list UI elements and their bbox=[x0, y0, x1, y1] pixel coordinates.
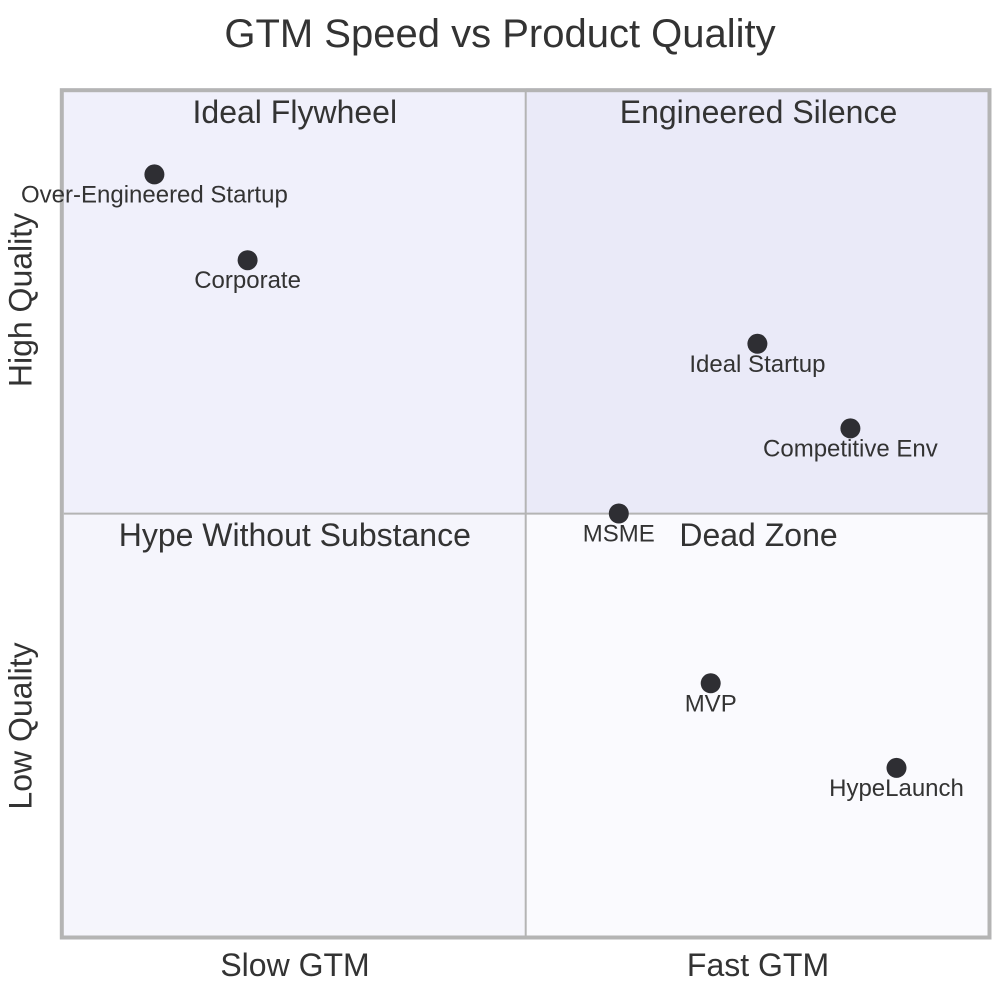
svg-text:Ideal Flywheel: Ideal Flywheel bbox=[193, 94, 398, 130]
svg-text:HypeLaunch: HypeLaunch bbox=[829, 775, 964, 802]
svg-text:MSME: MSME bbox=[583, 521, 655, 548]
svg-text:High Quality: High Quality bbox=[3, 213, 39, 387]
svg-text:Ideal Startup: Ideal Startup bbox=[689, 351, 825, 378]
svg-text:Slow GTM: Slow GTM bbox=[220, 947, 369, 983]
svg-text:Engineered Silence: Engineered Silence bbox=[620, 94, 898, 130]
svg-text:GTM Speed vs Product Quality: GTM Speed vs Product Quality bbox=[224, 12, 775, 56]
svg-text:Fast GTM: Fast GTM bbox=[687, 947, 829, 983]
svg-text:Competitive Env: Competitive Env bbox=[763, 435, 938, 462]
svg-text:Dead Zone: Dead Zone bbox=[679, 517, 837, 553]
svg-text:Corporate: Corporate bbox=[194, 267, 301, 294]
svg-text:MVP: MVP bbox=[685, 690, 737, 717]
svg-text:Over-Engineered Startup: Over-Engineered Startup bbox=[21, 181, 288, 208]
svg-text:Low Quality: Low Quality bbox=[3, 642, 39, 809]
svg-text:Hype Without Substance: Hype Without Substance bbox=[119, 517, 471, 553]
